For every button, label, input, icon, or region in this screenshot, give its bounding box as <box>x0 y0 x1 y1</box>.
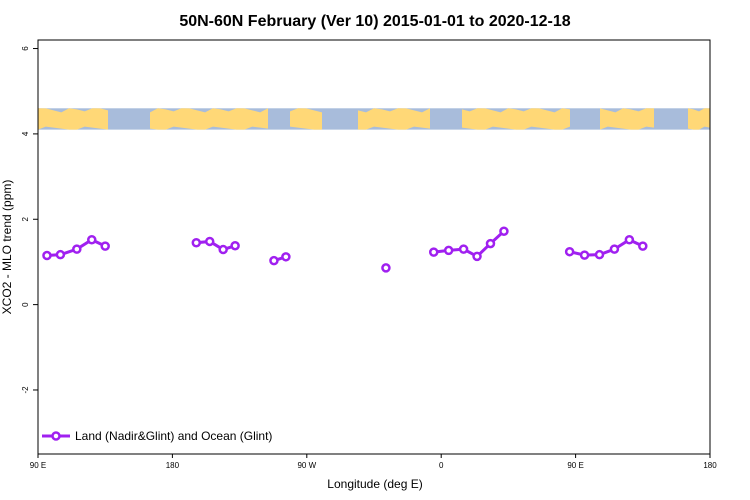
plot-area <box>38 108 710 273</box>
map-land-mass <box>150 108 268 130</box>
data-point <box>230 240 240 251</box>
map-land-mass <box>600 108 654 130</box>
map-land-mass <box>462 108 570 130</box>
x-tick-label: 0 <box>439 461 444 470</box>
y-axis-label: XCO2 - MLO trend (ppm) <box>0 180 14 315</box>
data-point <box>638 241 648 251</box>
map-land-mass <box>38 108 108 130</box>
data-point <box>204 236 215 247</box>
series-segment <box>196 239 236 252</box>
data-point <box>42 250 52 261</box>
y-tick-label: 0 <box>21 302 30 307</box>
y-tick-label: 6 <box>21 46 30 51</box>
plot-frame <box>37 39 711 455</box>
map-land-mass <box>290 108 322 130</box>
legend-label: Land (Nadir&Glint) and Ocean (Glint) <box>75 429 272 443</box>
data-point <box>443 245 454 256</box>
x-tick-label: 90 W <box>297 461 316 470</box>
data-point <box>87 234 97 245</box>
legend-marker-swatch <box>51 431 61 441</box>
data-point <box>269 255 279 266</box>
data-point <box>485 238 496 249</box>
y-tick-label: 2 <box>21 216 30 221</box>
data-point <box>100 241 110 251</box>
x-tick-label: 90 E <box>30 461 46 470</box>
x-tick-label: 180 <box>166 461 180 470</box>
x-tick-label: 90 E <box>567 461 583 470</box>
data-point <box>564 246 575 257</box>
data-point <box>609 244 620 254</box>
y-tick-label: -2 <box>21 386 30 394</box>
x-axis: 90 E 180 90 W 0 90 E 180 <box>30 454 717 470</box>
y-axis: 6 4 2 0 -2 <box>21 46 38 394</box>
y-tick-label: 4 <box>21 131 30 136</box>
map-land-mass <box>358 108 430 130</box>
chart-title: 50N-60N February (Ver 10) 2015-01-01 to … <box>179 13 570 30</box>
data-point <box>579 250 590 260</box>
data-point <box>594 249 605 260</box>
x-axis-label: Longitude (deg E) <box>327 477 422 491</box>
data-point <box>428 247 439 257</box>
series-line <box>42 226 648 273</box>
data-point <box>72 244 82 254</box>
data-point <box>381 263 391 273</box>
data-point <box>624 234 635 245</box>
data-point <box>458 244 469 254</box>
data-point <box>218 244 228 255</box>
data-point <box>472 251 482 262</box>
data-point <box>191 237 202 248</box>
x-tick-label: 180 <box>703 461 717 470</box>
data-point <box>55 249 66 260</box>
legend: Land (Nadir&Glint) and Ocean (Glint) <box>42 429 272 443</box>
data-point <box>281 252 291 262</box>
data-point <box>499 226 509 236</box>
map-land-mass <box>688 108 710 130</box>
